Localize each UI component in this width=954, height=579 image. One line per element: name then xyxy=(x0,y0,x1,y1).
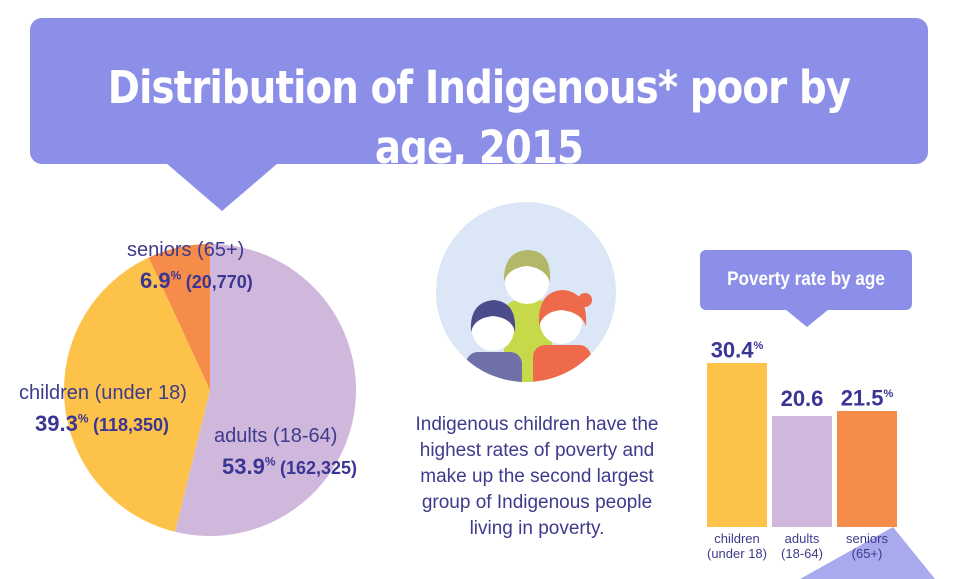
title-banner xyxy=(30,18,928,164)
bar-value-seniors: 21.5% xyxy=(840,385,894,411)
bar-chart-title-pointer xyxy=(785,309,829,327)
description-text: Indigenous children have the highest rat… xyxy=(402,412,672,542)
bar-category-adults: adults (18-64) xyxy=(781,531,823,561)
pie-label-adults-value: 53.9% xyxy=(222,454,276,480)
pie-slice-seniors xyxy=(148,244,210,390)
title-banner-pointer xyxy=(166,163,278,211)
bar-children xyxy=(707,362,767,527)
pie-slice-adults xyxy=(175,244,356,536)
bar-value-children: 30.4% xyxy=(710,337,764,363)
description-line-5: living in poverty. xyxy=(469,518,605,539)
bar-category-children: children (under 18) xyxy=(707,531,767,561)
description-line-4: group of Indigenous people xyxy=(421,492,653,513)
pie-label-children: children (under 18) 39.3% (118,350) xyxy=(19,381,187,438)
bar-seniors xyxy=(837,410,897,527)
pie-label-adults: adults (18-64) 53.9% (162,325) xyxy=(214,424,357,481)
page-title: Distribution of Indigenous* poor by age,… xyxy=(107,61,851,174)
bar-chart-title: Poverty rate by age xyxy=(727,269,885,290)
bar-chart-title-banner xyxy=(700,250,912,310)
pie-label-seniors: seniors (65+) 6.9% (20,770) xyxy=(127,238,253,295)
bar-category-seniors: seniors (65+) xyxy=(846,531,888,561)
pie-label-children-category: children (under 18) xyxy=(19,382,187,404)
pie-slice-children xyxy=(63,257,210,532)
pie-label-seniors-count: (20,770) xyxy=(185,272,253,293)
pie-label-adults-category: adults (18-64) xyxy=(214,425,338,447)
pie-label-children-count: (118,350) xyxy=(92,415,170,436)
description-line-3: make up the second largest xyxy=(420,466,654,487)
pie-label-adults-count: (162,325) xyxy=(279,458,358,479)
pie-slices xyxy=(63,244,356,536)
bar-value-adults: 20.6 xyxy=(780,385,824,411)
pie-label-seniors-value: 6.9% xyxy=(140,268,182,294)
pie-label-seniors-category: seniors (65+) xyxy=(127,239,245,261)
description-line-2: highest rates of poverty and xyxy=(419,440,655,461)
pie-label-children-value: 39.3% xyxy=(35,411,89,437)
bar-adults xyxy=(772,415,832,527)
description-line-1: Indigenous children have the xyxy=(415,414,659,435)
